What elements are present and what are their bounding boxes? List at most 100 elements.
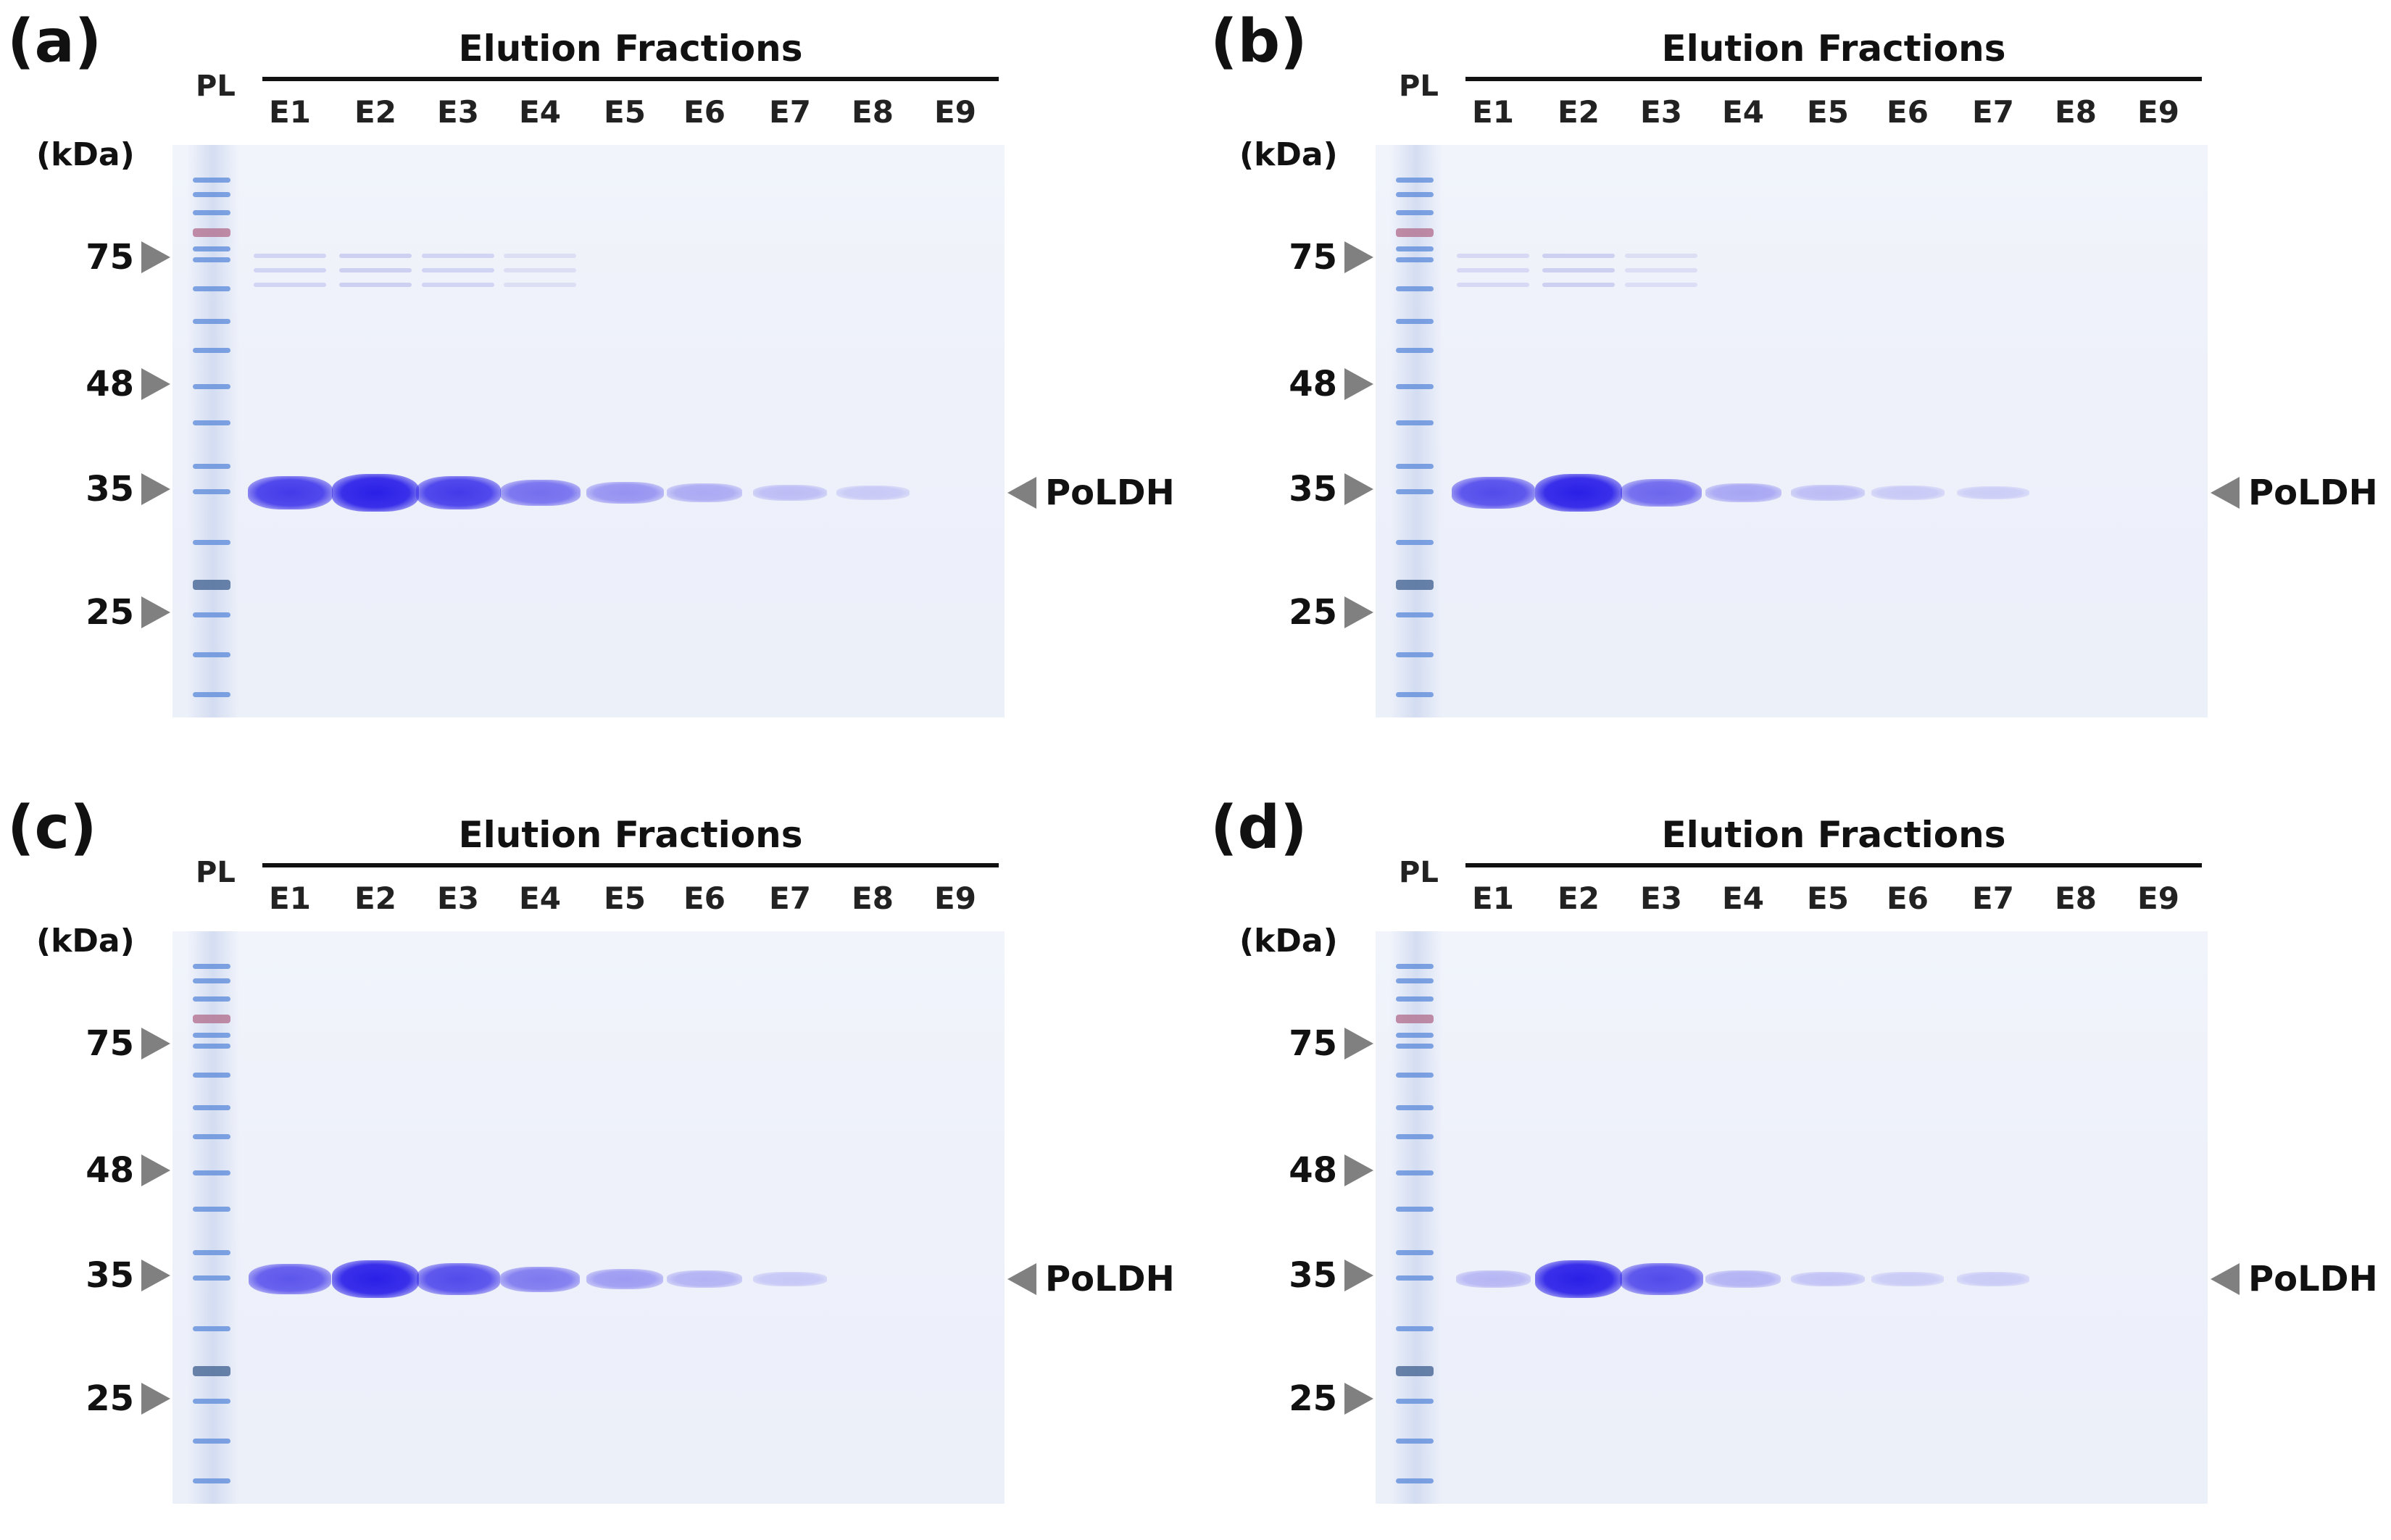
right-triangle-icon: [1344, 1154, 1373, 1186]
poldh-band: [1535, 474, 1622, 512]
contaminant-band: [1625, 283, 1697, 287]
poldh-band: [667, 1270, 742, 1289]
target-protein-label: PoLDH: [2248, 473, 2378, 513]
ladder-label: PL: [196, 856, 236, 889]
ladder-band: [193, 178, 230, 183]
ladder-band: [193, 464, 230, 469]
contaminant-band: [1542, 283, 1615, 287]
contaminant-band: [1457, 283, 1529, 287]
poldh-band: [836, 486, 910, 500]
lane-label: E6: [1887, 881, 1929, 916]
right-triangle-icon: [141, 473, 170, 505]
ladder-band: [1396, 464, 1434, 469]
right-triangle-icon: [141, 1383, 170, 1415]
marker-arrow-label: 48: [76, 1149, 170, 1192]
ladder-band: [1396, 257, 1434, 262]
lane-label: E3: [437, 94, 479, 130]
lane-label: E7: [769, 881, 811, 916]
lane-label: E4: [1722, 94, 1764, 130]
panel-label: (a): [7, 7, 102, 76]
poldh-band: [499, 479, 581, 507]
ladder-band: [193, 420, 230, 425]
lane-label: E6: [683, 94, 725, 130]
target-protein-marker: PoLDH: [2211, 471, 2378, 515]
poldh-band: [1705, 483, 1781, 503]
ladder-band: [1396, 192, 1434, 197]
protein-ladder-lane: [187, 931, 239, 1504]
gel-image: [1376, 145, 2208, 717]
panel-label: (c): [7, 794, 97, 862]
ladder-band: [1396, 1044, 1434, 1049]
left-triangle-icon: [1007, 477, 1036, 509]
gel-panel: (c) Elution Fractions PL E1 E2 E3 E4 E5 E6 E7 E8 E9…: [0, 786, 1189, 1540]
right-triangle-icon: [1344, 241, 1373, 273]
contaminant-band: [1542, 268, 1615, 272]
lane-label: E1: [1472, 881, 1514, 916]
right-triangle-icon: [141, 1154, 170, 1186]
lane-label: E1: [269, 881, 311, 916]
ladder-band: [193, 348, 230, 353]
poldh-band: [1871, 486, 1945, 500]
poldh-band: [1621, 478, 1702, 507]
lane-label: E2: [354, 94, 396, 130]
marker-arrow-label: 35: [1279, 1254, 1373, 1297]
marker-value: 35: [1289, 469, 1337, 509]
poldh-band: [1705, 1270, 1781, 1289]
marker-value: 75: [1289, 237, 1337, 278]
lane-label: E5: [1807, 881, 1849, 916]
poldh-band: [1535, 1260, 1622, 1298]
lane-label: E3: [1640, 881, 1682, 916]
right-triangle-icon: [141, 368, 170, 400]
marker-arrow-label: 75: [1279, 236, 1373, 279]
poldh-band: [249, 1264, 331, 1294]
gel-panel: (b) Elution Fractions PL E1 E2 E3 E4 E5 E6 E7 E8 E9…: [1203, 0, 2391, 754]
contaminant-band: [254, 268, 326, 272]
gel-panel: (d) Elution Fractions PL E1 E2 E3 E4 E5 E6 E7 E8 E9…: [1203, 786, 2391, 1540]
ladder-band: [193, 1044, 230, 1049]
marker-value: 75: [86, 1023, 134, 1064]
poldh-band: [1619, 1263, 1703, 1295]
contaminant-band: [254, 254, 326, 258]
poldh-band: [416, 1263, 500, 1295]
marker-arrow-label: 35: [76, 467, 170, 511]
marker-value: 48: [1289, 1150, 1337, 1191]
panel-label: (d): [1210, 794, 1307, 862]
ladder-band: [193, 192, 230, 197]
ladder-band: [1396, 1207, 1434, 1212]
ladder-band: [193, 319, 230, 324]
ladder-band: [1396, 489, 1434, 494]
contaminant-band: [422, 254, 494, 258]
lane-label: E9: [934, 881, 976, 916]
ladder-band: [193, 1170, 230, 1175]
ladder-band: [193, 1134, 230, 1139]
panel-label: (b): [1210, 7, 1307, 76]
ladder-label: PL: [1399, 70, 1439, 103]
lane-label: E5: [1807, 94, 1849, 130]
poldh-band: [500, 1266, 580, 1292]
ladder-band: [1396, 384, 1434, 389]
lane-label: E9: [2137, 881, 2179, 916]
ladder-band: [193, 1073, 230, 1078]
ladder-band: [193, 1439, 230, 1444]
ladder-band: [1396, 1134, 1434, 1139]
lane-label: E3: [437, 881, 479, 916]
poldh-band: [1455, 1270, 1531, 1288]
poldh-band: [753, 1271, 827, 1286]
marker-arrow-label: 48: [76, 362, 170, 406]
header-underline: [1465, 863, 2202, 867]
contaminant-band: [339, 268, 412, 272]
contaminant-band: [1457, 268, 1529, 272]
target-protein-marker: PoLDH: [1007, 471, 1175, 515]
lane-label: E3: [1640, 94, 1682, 130]
marker-value: 48: [86, 1150, 134, 1191]
marker-value: 35: [86, 1255, 134, 1296]
marker-value: 48: [86, 364, 134, 404]
poldh-band: [752, 484, 828, 501]
lane-label: E2: [1558, 94, 1600, 130]
contaminant-band: [1625, 268, 1697, 272]
marker-arrow-label: 48: [1279, 1149, 1373, 1192]
marker-value: 48: [1289, 364, 1337, 404]
lane-label: E2: [1558, 881, 1600, 916]
gel-image: [172, 145, 1005, 717]
